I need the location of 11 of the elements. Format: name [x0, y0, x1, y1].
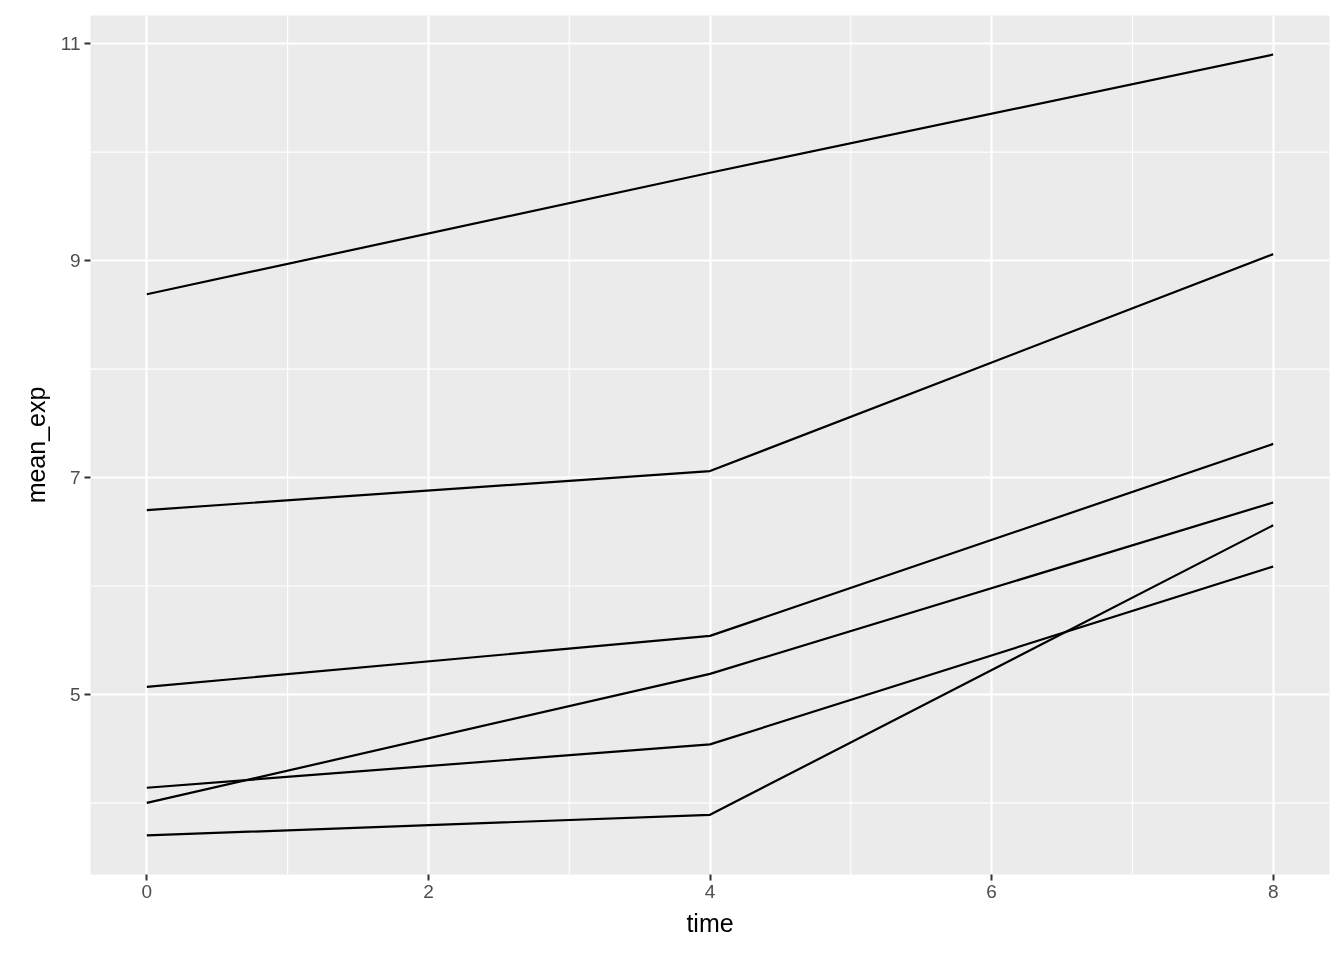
x-tick-label: 0: [141, 880, 153, 902]
y-tick-label: 11: [60, 33, 81, 55]
y-axis-title: mean_exp: [21, 386, 50, 504]
x-tick-label: 4: [704, 880, 716, 902]
y-tick-label: 7: [69, 467, 81, 489]
y-tick-label: 9: [69, 250, 81, 272]
x-tick-label: 8: [1267, 880, 1279, 902]
y-tick-label: 5: [69, 683, 81, 705]
x-axis-title: time: [686, 908, 734, 937]
x-tick-label: 2: [423, 880, 434, 902]
x-tick-label: 6: [986, 880, 997, 902]
